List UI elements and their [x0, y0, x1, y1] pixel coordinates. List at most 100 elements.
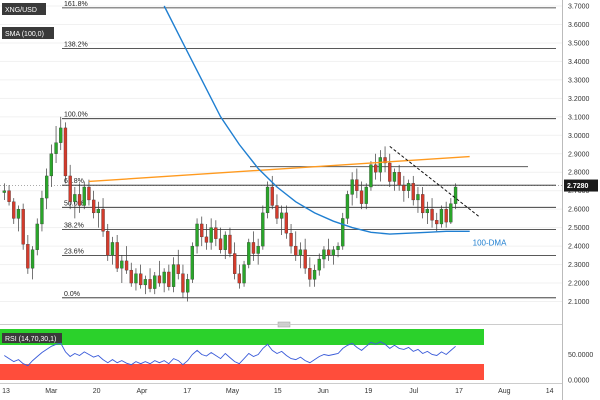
- rsi-panel: RSI (14,70,30,1) 50.0000 0.0000: [0, 329, 593, 385]
- candle-bearish: [106, 223, 110, 261]
- candle-bearish: [176, 249, 180, 280]
- candle-bullish: [2, 183, 6, 200]
- fib-label: 38.2%: [64, 222, 84, 229]
- candle-bullish: [279, 205, 284, 236]
- candle-body: [40, 197, 44, 225]
- time-tick-label: Jun: [317, 388, 328, 395]
- rsi-line-group: [4, 341, 456, 367]
- indicator-pill[interactable]: SMA (100,0): [2, 27, 54, 39]
- candle-body: [247, 242, 251, 265]
- candle-body: [279, 212, 284, 219]
- candle-bearish: [435, 212, 439, 232]
- candle-bullish: [350, 172, 354, 206]
- candle-bearish: [138, 264, 143, 289]
- candle-body: [261, 212, 265, 247]
- candle-body: [425, 209, 430, 214]
- time-tick-label: Jul: [409, 388, 418, 395]
- candle-body: [96, 209, 100, 214]
- candle-bearish: [228, 227, 232, 258]
- candle-body: [317, 258, 321, 271]
- rsi-pill[interactable]: RSI (14,70,30,1): [2, 333, 62, 343]
- candle-bearish: [232, 242, 237, 280]
- candle-body: [308, 268, 312, 280]
- candle-body: [232, 253, 237, 274]
- rsi-label: RSI (14,70,30,1): [5, 336, 56, 343]
- candle-bullish: [439, 205, 444, 228]
- rsi-overbought-band: [0, 329, 484, 345]
- candle-bearish: [237, 264, 242, 289]
- candle-bullish: [59, 116, 63, 151]
- candle-bullish: [96, 201, 100, 228]
- candle-body: [373, 164, 378, 173]
- candle-bearish: [430, 198, 434, 228]
- instrument-pill[interactable]: XNG/USD: [2, 3, 46, 15]
- candle-body: [435, 220, 439, 225]
- candle-bearish: [167, 264, 171, 291]
- candle-bearish: [444, 201, 448, 228]
- candle-bullish: [336, 242, 340, 258]
- candle-body: [430, 209, 434, 221]
- candle-body: [167, 271, 171, 287]
- fib-label: 0.0%: [64, 291, 80, 298]
- candle-body: [345, 194, 350, 219]
- candle-body: [355, 179, 359, 191]
- candle-body: [303, 249, 307, 269]
- time-tick-label: 13: [2, 388, 10, 395]
- candle-body: [209, 227, 213, 243]
- candle-body: [237, 273, 242, 284]
- candle-bullish: [392, 168, 397, 191]
- candle-body: [185, 279, 190, 293]
- time-tick-label: May: [226, 388, 240, 395]
- candle-body: [312, 269, 317, 280]
- candle-bullish: [153, 271, 157, 295]
- candle-body: [101, 209, 105, 232]
- candle-body: [26, 244, 30, 269]
- price-tick-label: 3.1000: [568, 114, 590, 121]
- candle-bearish: [420, 187, 425, 219]
- candle-bearish: [181, 264, 185, 298]
- time-tick-label: 17: [183, 388, 191, 395]
- candle-bullish: [16, 205, 21, 232]
- time-tick-label: 19: [365, 388, 373, 395]
- candle-body: [87, 186, 91, 201]
- candle-body: [411, 183, 415, 201]
- candle-body: [200, 223, 204, 238]
- candle-bullish: [54, 126, 58, 163]
- candle-body: [138, 273, 143, 286]
- candle-body: [406, 183, 411, 191]
- candle-bullish: [341, 212, 345, 250]
- price-tick-label: 3.2000: [568, 96, 590, 103]
- candle-body: [59, 127, 63, 143]
- candle-body: [350, 179, 354, 195]
- candle-bearish: [87, 179, 91, 206]
- candle-body: [294, 245, 298, 256]
- price-tick-label: 3.5000: [568, 40, 590, 47]
- rsi-tick-label: 0.0000: [568, 378, 590, 385]
- current-price-box: [564, 179, 598, 192]
- time-tick-label: Apr: [136, 388, 148, 395]
- price-tick-label: 2.4000: [568, 244, 590, 251]
- rsi-oversold-band: [0, 364, 484, 380]
- fibonacci-levels: 161.8% 138.2% 100.0% 61.8% 50.0% 38.2% 23.6% 0.…: [62, 1, 556, 299]
- candle-bearish: [388, 153, 392, 188]
- candle-body: [275, 205, 279, 219]
- candle-bullish: [209, 218, 213, 250]
- candle-body: [289, 233, 293, 247]
- candle-body: [326, 249, 331, 256]
- time-tick-label: 15: [274, 388, 282, 395]
- candle-body: [82, 186, 86, 206]
- rsi-line: [4, 341, 456, 367]
- candle-body: [176, 264, 180, 274]
- candle-body: [30, 249, 35, 269]
- candle-bullish: [73, 187, 77, 219]
- candle-bearish: [218, 227, 223, 254]
- candle-bullish: [162, 268, 166, 293]
- candle-bullish: [261, 205, 265, 250]
- time-axis: 13 Mar 20 Apr 17 May 15 Jun 19 Jul 17 Aug 14: [0, 383, 562, 395]
- candle-body: [270, 186, 274, 206]
- candle-bullish: [185, 273, 190, 302]
- candle-bullish: [49, 144, 53, 188]
- candle-body: [359, 190, 364, 204]
- candle-bullish: [378, 150, 383, 182]
- fib-label: 50.0%: [64, 200, 84, 207]
